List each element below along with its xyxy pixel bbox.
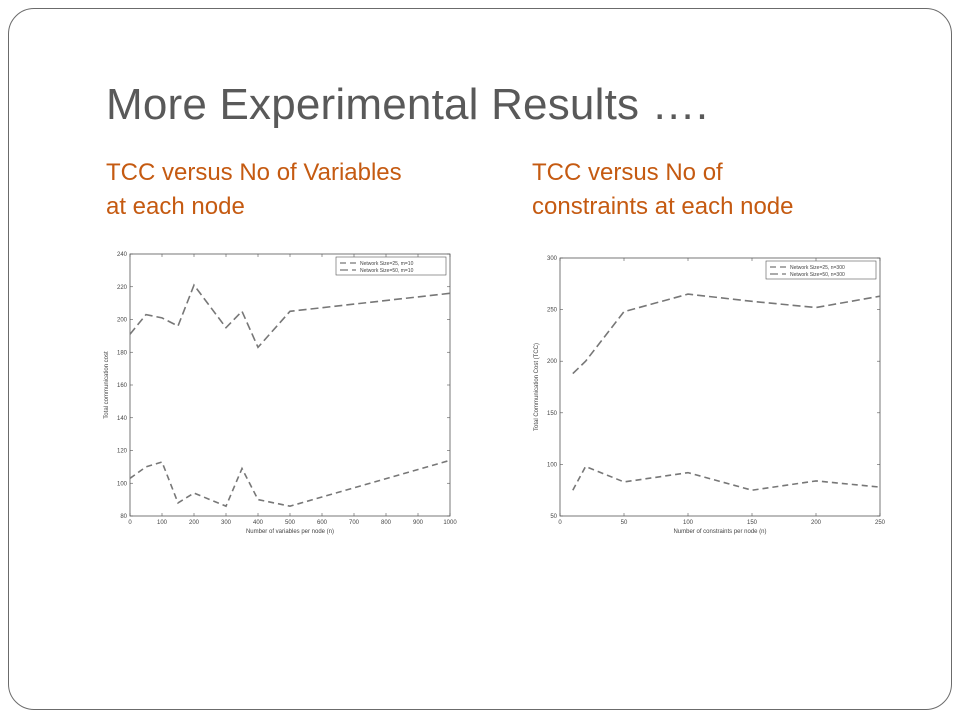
y-tick-label: 160	[117, 383, 128, 389]
y-tick-label: 100	[547, 462, 558, 468]
y-tick-label: 150	[547, 411, 558, 417]
x-tick-label: 0	[558, 520, 562, 526]
y-tick-label: 80	[120, 514, 127, 520]
x-tick-label: 900	[413, 520, 424, 526]
y-tick-label: 240	[117, 252, 128, 258]
plot-area	[129, 253, 451, 517]
x-tick-label: 100	[683, 520, 694, 526]
x-tick-label: 250	[875, 520, 886, 526]
x-tick-label: 800	[381, 520, 392, 526]
x-tick-label: 300	[221, 520, 232, 526]
legend-label-2: Network Size=50, n=300	[790, 272, 845, 278]
x-tick-label: 150	[747, 520, 758, 526]
y-tick-label: 140	[117, 416, 128, 422]
x-axis-label: Number of variables per node (n)	[246, 529, 334, 535]
slide-title: More Experimental Results ….	[106, 80, 709, 129]
plot-area	[559, 257, 881, 517]
chart-variables: 0 100 200 300 400 500 600 700 800 900 1000 80 100 120…	[96, 242, 468, 552]
x-tick-label: 400	[253, 520, 264, 526]
y-tick-label: 120	[117, 449, 128, 455]
y-tick-label: 200	[547, 359, 558, 365]
legend-box	[765, 260, 877, 280]
legend-label-1: Network Size=25, n=300	[790, 265, 845, 271]
series-line-2	[129, 283, 451, 349]
x-tick-label: 0	[128, 520, 132, 526]
x-tick-label: 200	[189, 520, 200, 526]
series-line-2	[572, 293, 881, 375]
series-line-1	[572, 465, 881, 492]
y-axis-label: Total communication cost	[104, 351, 110, 419]
y-tick-label: 200	[117, 318, 128, 324]
right-chart-caption: TCC versus No of constraints at each nod…	[532, 159, 794, 220]
y-tick-label: 250	[547, 308, 558, 314]
x-tick-label: 100	[157, 520, 168, 526]
y-axis-label: Total Communication Cost (TCC)	[534, 343, 540, 431]
y-tick-label: 300	[547, 256, 558, 262]
x-tick-label: 500	[285, 520, 296, 526]
x-tick-label: 700	[349, 520, 360, 526]
x-tick-label: 50	[621, 520, 628, 526]
legend-label-2: Network Size=50, m=10	[360, 268, 414, 274]
series-line-1	[129, 459, 451, 508]
left-chart-caption: TCC versus No of Variables at each node	[106, 159, 402, 220]
y-tick-label: 100	[117, 481, 128, 487]
y-tick-label: 180	[117, 350, 128, 356]
x-tick-label: 200	[811, 520, 822, 526]
y-tick-label: 220	[117, 285, 128, 291]
legend-box	[335, 256, 447, 276]
y-tick-label: 50	[550, 514, 557, 520]
x-axis-label: Number of constraints per node (n)	[673, 529, 766, 535]
legend-label-1: Network Size=25, m=10	[360, 261, 414, 267]
x-tick-label: 600	[317, 520, 328, 526]
x-tick-label: 1000	[443, 520, 457, 526]
